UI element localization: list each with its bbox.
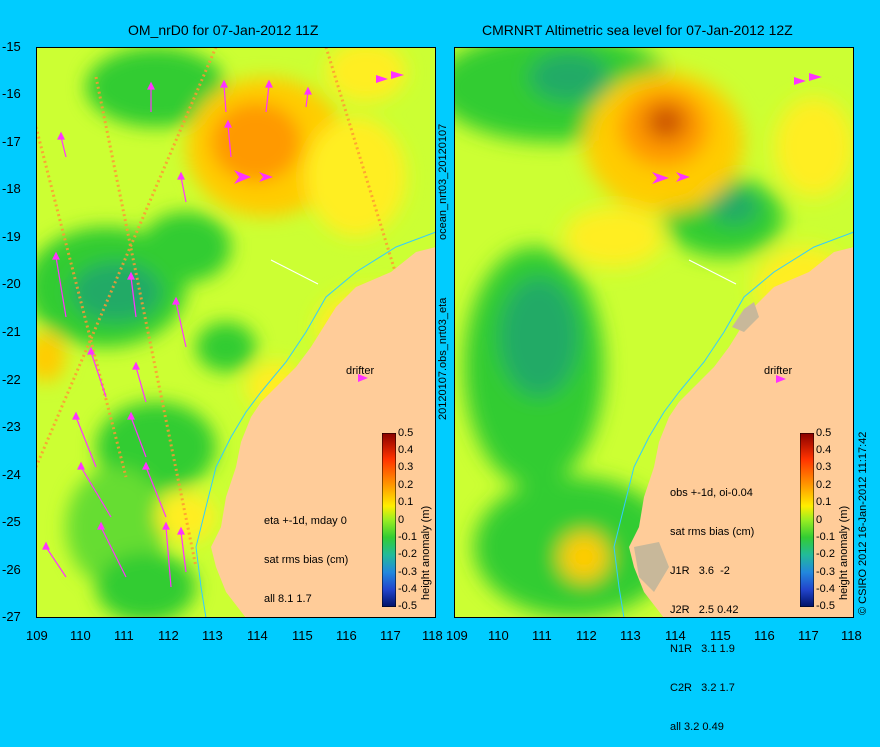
colorbar-tick: 0.5 <box>398 427 414 439</box>
left-colorbar <box>382 433 396 607</box>
x-tick: 109 <box>26 628 48 643</box>
y-tick: -18 <box>2 181 21 196</box>
info-line: eta +-1d, mday 0 <box>264 515 347 527</box>
colorbar-tick: -0.2 <box>398 548 417 560</box>
y-tick: -27 <box>2 609 21 624</box>
info-line: N1R 3.1 1.9 <box>670 643 735 655</box>
y-tick: -15 <box>2 39 21 54</box>
colorbar-tick: -0.1 <box>398 531 417 543</box>
x-tick: 117 <box>380 628 401 643</box>
colorbar-tick: -0.4 <box>816 583 835 595</box>
x-tick: 115 <box>292 628 313 643</box>
right-info-box: obs +-1d, oi-0.04 sat rms bias (cm) J1R … <box>670 461 754 747</box>
x-tick: 112 <box>158 628 179 643</box>
x-tick: 112 <box>576 628 597 643</box>
y-tick: -20 <box>2 276 21 291</box>
x-tick: 116 <box>754 628 775 643</box>
colorbar-tick: 0.1 <box>398 496 414 508</box>
right-map-panel <box>454 47 854 618</box>
info-line: obs +-1d, oi-0.04 <box>670 487 753 499</box>
colorbar-tick: -0.2 <box>816 548 835 560</box>
left-drifter-label: drifter <box>346 365 375 377</box>
run-id-top-label: ocean_nrt03_20120107 <box>437 123 449 240</box>
x-tick: 115 <box>710 628 731 643</box>
x-tick: 111 <box>532 628 552 643</box>
y-tick: -23 <box>2 419 21 434</box>
left-info-box: eta +-1d, mday 0 sat rms bias (cm) all 8… <box>264 489 348 619</box>
info-line: sat rms bias (cm) <box>264 554 349 566</box>
colorbar-tick: -0.1 <box>816 531 835 543</box>
colorbar-tick: -0.3 <box>398 566 417 578</box>
x-tick: 117 <box>798 628 819 643</box>
colorbar-tick: 0.1 <box>816 496 832 508</box>
credit-label: © CSIRO 2012 16-Jan-2012 11:17:42 <box>857 431 869 615</box>
y-tick: -22 <box>2 372 21 387</box>
right-colorbar <box>800 433 814 607</box>
colorbar-tick: 0.3 <box>398 461 414 473</box>
x-tick: 109 <box>446 628 468 643</box>
y-tick: -17 <box>2 134 21 149</box>
left-panel-title: OM_nrD0 for 07-Jan-2012 11Z <box>128 22 319 38</box>
colorbar-tick: -0.3 <box>816 566 835 578</box>
right-colorbar-label: height anomaly (m) <box>838 505 850 600</box>
run-id-bottom-label: 20120107.obs_nrt03_eta <box>437 297 449 420</box>
y-tick: -25 <box>2 514 21 529</box>
colorbar-tick: -0.5 <box>398 600 417 612</box>
info-line: J2R 2.5 0.42 <box>670 604 739 616</box>
right-drifter-label: drifter <box>764 365 793 377</box>
right-panel-title: CMRNRT Altimetric sea level for 07-Jan-2… <box>482 22 793 38</box>
y-tick: -24 <box>2 467 21 482</box>
colorbar-tick: 0 <box>816 514 823 526</box>
x-tick: 110 <box>70 628 91 643</box>
info-line: all 8.1 1.7 <box>264 593 312 605</box>
x-tick: 118 <box>841 628 862 643</box>
colorbar-tick: 0.2 <box>398 479 414 491</box>
info-line: all 3.2 0.49 <box>670 721 724 733</box>
colorbar-tick: 0.4 <box>816 444 832 456</box>
x-tick: 114 <box>665 628 686 643</box>
colorbar-tick: 0.3 <box>816 461 832 473</box>
colorbar-tick: 0.2 <box>816 479 832 491</box>
x-tick: 118 <box>422 628 443 643</box>
info-line: J1R 3.6 -2 <box>670 565 730 577</box>
x-tick: 113 <box>202 628 223 643</box>
y-tick: -16 <box>2 86 21 101</box>
colorbar-tick: 0 <box>398 514 405 526</box>
info-line: sat rms bias (cm) <box>670 526 755 538</box>
y-tick: -19 <box>2 229 21 244</box>
y-tick: -21 <box>2 324 21 339</box>
info-line: C2R 3.2 1.7 <box>670 682 735 694</box>
x-tick: 114 <box>247 628 268 643</box>
colorbar-tick: -0.4 <box>398 583 417 595</box>
x-tick: 116 <box>336 628 357 643</box>
left-map-panel <box>36 47 436 618</box>
x-tick: 110 <box>488 628 509 643</box>
colorbar-tick: 0.4 <box>398 444 414 456</box>
colorbar-tick: 0.5 <box>816 427 832 439</box>
left-colorbar-label: height anomaly (m) <box>420 505 432 600</box>
y-tick: -26 <box>2 562 21 577</box>
x-tick: 113 <box>620 628 641 643</box>
x-tick: 111 <box>114 628 134 643</box>
colorbar-tick: -0.5 <box>816 600 835 612</box>
